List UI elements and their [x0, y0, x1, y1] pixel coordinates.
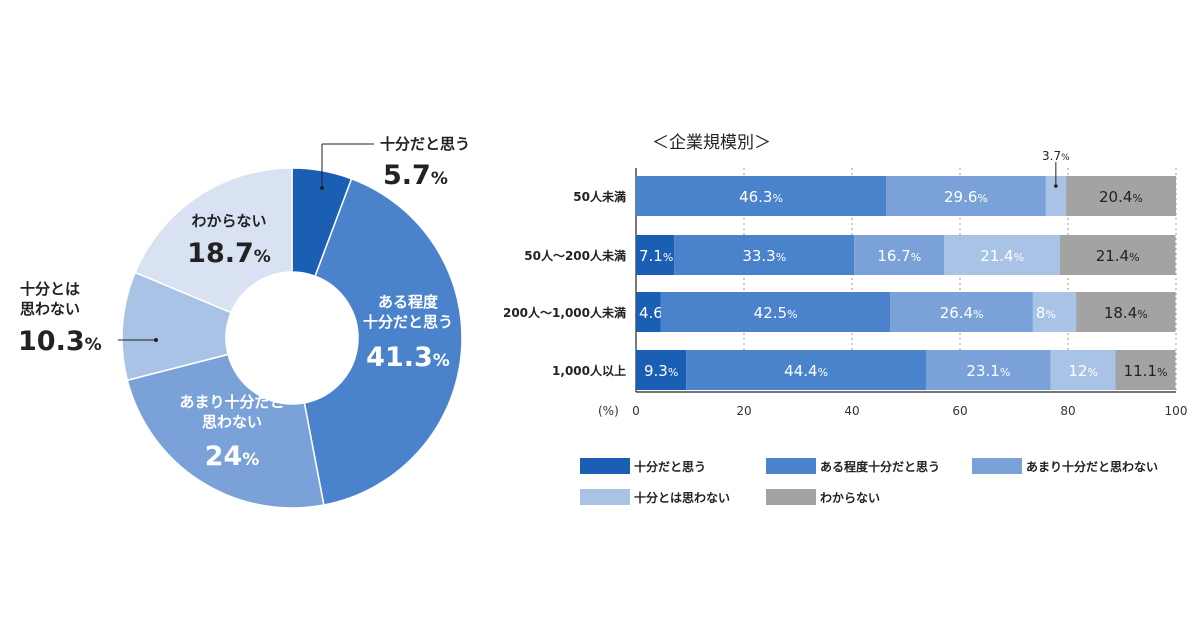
- category-label-0: 50人未満: [573, 189, 626, 204]
- bar-segment-r1-s1: [674, 235, 855, 275]
- bar-label-r1-s2: 16.7%: [877, 247, 921, 265]
- bar-label-r1-s0: 7.1%: [639, 247, 673, 265]
- legend-label-1: ある程度十分だと思う: [820, 459, 940, 474]
- legend-label-3: 十分とは思わない: [634, 490, 730, 505]
- bar-label-r0-s2: 29.6%: [944, 188, 988, 206]
- callout-dot: [1054, 184, 1058, 188]
- slice-label-amari-1: あまり十分だと: [179, 393, 284, 411]
- legend-label-4: わからない: [820, 491, 880, 505]
- slice-label-amari-2: 思わない: [202, 413, 262, 431]
- legend-label-0: 十分だと思う: [634, 459, 706, 474]
- bar-segment-r0-s4: [1065, 176, 1176, 216]
- x-tick-40: 40: [844, 404, 859, 418]
- bar-label-r3-s1: 44.4%: [784, 362, 828, 380]
- bar-label-r3-s4: 11.1%: [1124, 362, 1168, 380]
- donut-slice-1: [303, 177, 463, 506]
- bar-label-r0-s4: 20.4%: [1099, 188, 1143, 206]
- bar-segment-r3-s2: [925, 350, 1051, 390]
- category-label-2: 200人～1,000人未満: [503, 305, 626, 320]
- slice-label-juubun-towa-1: 十分とは: [20, 280, 80, 298]
- bar-chart-title: ＜企業規模別＞: [652, 133, 771, 153]
- legend-swatch-4: [766, 489, 816, 505]
- x-tick-20: 20: [736, 404, 751, 418]
- bar-segment-r0-s3: [1045, 176, 1066, 216]
- category-labels: 50人未満 50人～200人未満 200人～1,000人未満 1,000人以上: [503, 189, 626, 378]
- leader-dot-slice-0: [320, 186, 324, 190]
- bar-label-r3-s2: 23.1%: [966, 362, 1010, 380]
- slice-value-wakaranai: 18.7%: [187, 238, 271, 269]
- leader-dot-slice-3: [154, 338, 158, 342]
- legend-swatch-1: [766, 458, 816, 474]
- bar-label-r2-s2: 26.4%: [940, 304, 984, 322]
- bar-segment-r3-s0: [636, 350, 687, 390]
- legend-swatch-3: [580, 489, 630, 505]
- outside-callout: 3.7%: [1042, 149, 1070, 188]
- bar-label-r2-s1: 42.5%: [754, 304, 798, 322]
- slice-label-wakaranai: わからない: [191, 212, 266, 230]
- callout-label: 3.7%: [1042, 149, 1070, 163]
- donut-chart: 十分だと思う 5.7% ある程度 十分だと思う 41.3% あまり十分だと 思わ…: [18, 135, 470, 509]
- donut-slice-2: [126, 353, 325, 509]
- slice-label-aru-teido-2: 十分だと思う: [363, 313, 453, 331]
- bar-segment-r2-s3: [1032, 292, 1077, 332]
- x-axis-unit: (%): [598, 404, 619, 418]
- bar-segment-r2-s4: [1076, 292, 1176, 332]
- bar-segment-r1-s3: [944, 235, 1060, 275]
- legend-swatch-0: [580, 458, 630, 474]
- slice-label-juubun: 十分だと思う: [380, 135, 470, 153]
- bar-segment-r1-s0: [636, 235, 675, 275]
- slice-value-aru-teido: 41.3%: [366, 342, 450, 373]
- legend-swatch-2: [972, 458, 1022, 474]
- x-tick-100: 100: [1165, 404, 1188, 418]
- slice-value-juubun: 5.7%: [383, 160, 448, 191]
- bar-segment-r1-s4: [1059, 235, 1176, 275]
- donut-slices: [121, 167, 463, 509]
- bar-segment-r0-s2: [886, 176, 1046, 216]
- bar-segment-r3-s3: [1050, 350, 1116, 390]
- bar-label-r3-s0: 9.3%: [644, 362, 678, 380]
- slice-label-juubun-towa-2: 思わない: [20, 300, 80, 318]
- bar-segment-r3-s1: [686, 350, 926, 390]
- bar-label-r0-s1: 46.3%: [739, 188, 783, 206]
- x-tick-labels: 0 20 40 60 80 100: [632, 404, 1187, 418]
- x-tick-80: 80: [1060, 404, 1075, 418]
- bar-segment-r2-s2: [890, 292, 1033, 332]
- legend-label-2: あまり十分だと思わない: [1026, 459, 1158, 474]
- bar-segment-r1-s2: [854, 235, 945, 275]
- bar-label-r1-s1: 33.3%: [742, 247, 786, 265]
- category-label-1: 50人～200人未満: [524, 248, 626, 263]
- bar-segment-r2-s0: [636, 292, 661, 332]
- slice-value-juubun-towa: 10.3%: [18, 326, 102, 357]
- stacked-bar-chart: ＜企業規模別＞ 46.3% 29.6% 20.4% 7.1% 33.3% 16.7% 21.…: [503, 133, 1187, 505]
- x-tick-0: 0: [632, 404, 640, 418]
- x-tick-60: 60: [952, 404, 967, 418]
- slice-label-aru-teido-1: ある程度: [378, 293, 439, 311]
- donut-slice-4: [134, 167, 293, 314]
- bar-segments: 46.3% 29.6% 20.4% 7.1% 33.3% 16.7% 21.4% 21.4% 4…: [636, 176, 1176, 390]
- bar-label-r1-s4: 21.4%: [1096, 247, 1140, 265]
- category-label-3: 1,000人以上: [552, 363, 626, 378]
- bar-label-r2-s4: 18.4%: [1104, 304, 1148, 322]
- bar-label-r2-s3: 8%: [1036, 304, 1056, 322]
- bar-label-r3-s3: 12%: [1068, 362, 1098, 380]
- bar-segment-r0-s1: [636, 176, 887, 216]
- slice-value-amari: 24%: [205, 441, 260, 472]
- bar-segment-r2-s1: [660, 292, 891, 332]
- bar-label-r1-s3: 21.4%: [980, 247, 1024, 265]
- bar-segment-r3-s4: [1115, 350, 1176, 390]
